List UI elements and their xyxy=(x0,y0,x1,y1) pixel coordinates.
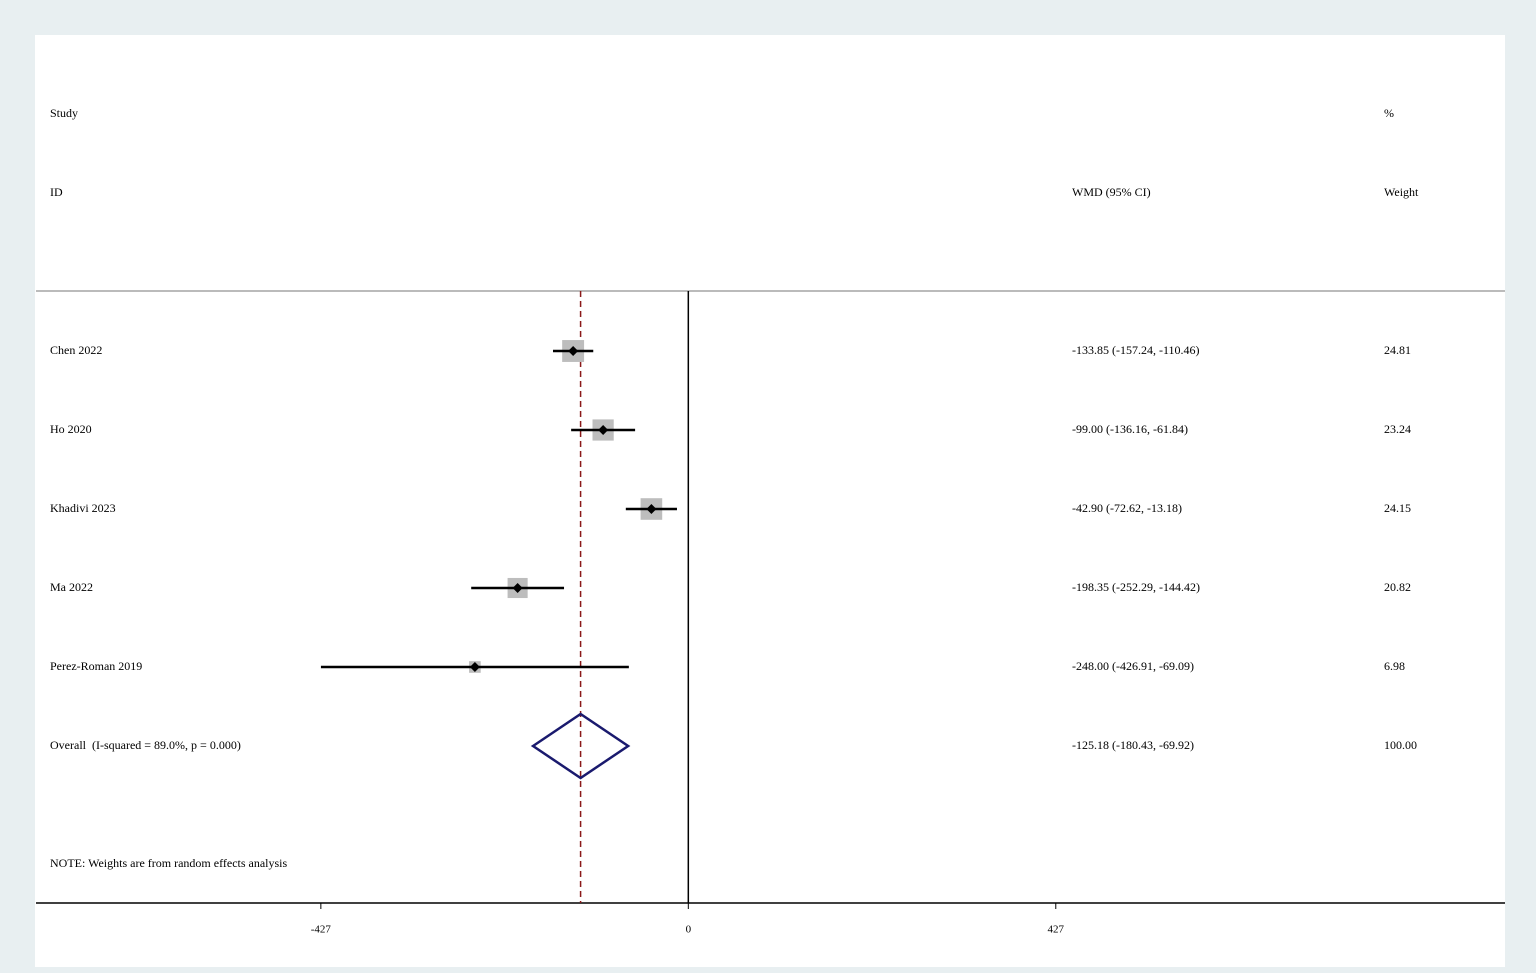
overall-weight-label: 100.00 xyxy=(1384,738,1417,752)
study-label: Chen 2022 xyxy=(50,343,102,357)
x-tick-label: -427 xyxy=(311,924,332,936)
point-estimate xyxy=(568,346,579,356)
weight-label: 24.15 xyxy=(1384,501,1411,515)
note: NOTE: Weights are from random effects an… xyxy=(50,856,288,870)
point-estimate xyxy=(512,583,523,593)
ci-label: -42.90 (-72.62, -13.18) xyxy=(1072,501,1182,515)
header-study: Study xyxy=(50,106,78,120)
weight-label: 24.81 xyxy=(1384,343,1411,357)
ci-label: -248.00 (-426.91, -69.09) xyxy=(1072,659,1194,673)
header-ci: WMD (95% CI) xyxy=(1072,185,1151,199)
study-label: Ma 2022 xyxy=(50,580,93,594)
ci-label: -133.85 (-157.24, -110.46) xyxy=(1072,343,1200,357)
x-tick-label: 0 xyxy=(686,924,692,936)
point-estimate xyxy=(598,425,609,435)
header-id: ID xyxy=(50,185,63,199)
x-tick-label: 427 xyxy=(1048,924,1065,936)
ci-label: -99.00 (-136.16, -61.84) xyxy=(1072,422,1188,436)
point-estimate xyxy=(646,504,657,514)
weight-label: 20.82 xyxy=(1384,580,1411,594)
plot-panel xyxy=(35,35,1505,967)
header-pct: % xyxy=(1384,106,1394,120)
study-label: Perez-Roman 2019 xyxy=(50,659,142,673)
overall-ci-label: -125.18 (-180.43, -69.92) xyxy=(1072,738,1194,752)
header-weight: Weight xyxy=(1384,185,1419,199)
overall-diamond xyxy=(530,712,631,780)
study-label: Khadivi 2023 xyxy=(50,501,116,515)
weight-label: 23.24 xyxy=(1384,422,1411,436)
weight-label: 6.98 xyxy=(1384,659,1405,673)
overall-label: Overall (I-squared = 89.0%, p = 0.000) xyxy=(50,738,241,752)
point-estimate xyxy=(469,662,480,672)
study-label: Ho 2020 xyxy=(50,422,92,436)
ci-label: -198.35 (-252.29, -144.42) xyxy=(1072,580,1200,594)
